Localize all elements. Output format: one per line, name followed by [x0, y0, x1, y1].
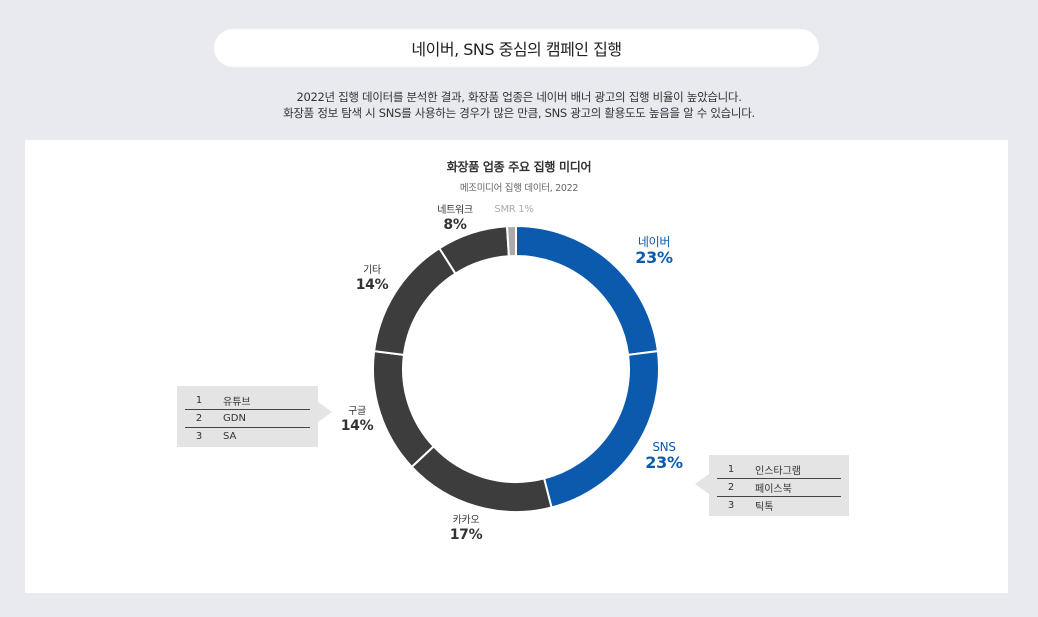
label-etc-name: 기타 [363, 265, 381, 276]
google-media-1: 유튜브 [223, 397, 251, 408]
google-media-3: SA [223, 431, 237, 442]
label-naver: 네이버 23% [622, 235, 686, 267]
sns-media-3: 틱톡 [755, 502, 774, 513]
google-media-2: GDN [223, 413, 246, 424]
chart-title: 화장품 업종 주요 집행 미디어 [446, 160, 592, 174]
sns-rank-1: 1 [727, 464, 735, 475]
label-sns: SNS 23% [632, 440, 696, 472]
label-google: 구글 14% [325, 405, 389, 435]
google-detail-box: 1 유튜브 2 GDN 3 SA [177, 386, 318, 447]
description-line-2: 화장품 정보 탐색 시 SNS를 사용하는 경우가 많은 만큼, SNS 광고의… [283, 106, 755, 120]
label-etc: 기타 14% [340, 264, 404, 294]
label-network-name: 네트워크 [437, 205, 473, 216]
description-line-1: 2022년 집행 데이터를 분석한 결과, 화장품 업종은 네이버 배너 광고의… [296, 90, 742, 104]
google-rank-2: 2 [195, 413, 203, 424]
label-kakao: 카카오 17% [434, 514, 498, 544]
sns-rank-3: 3 [727, 500, 735, 511]
sns-media-2: 페이스북 [755, 484, 792, 495]
slice-smr [505, 224, 517, 258]
label-sns-name: SNS [652, 440, 676, 454]
chart-card [25, 140, 1008, 593]
chart-subtitle: 메조미디어 집행 데이터, 2022 [459, 183, 579, 194]
sns-row-1: 1 인스타그램 [717, 461, 841, 479]
page-title: 네이버, SNS 중심의 캠페인 집행 [214, 29, 819, 67]
page-description: 2022년 집행 데이터를 분석한 결과, 화장품 업종은 네이버 배너 광고의… [0, 89, 1038, 121]
google-box-pointer [318, 402, 332, 422]
sns-box-pointer [695, 474, 709, 494]
google-row-3: 3 SA [185, 428, 310, 445]
label-sns-value: 23% [645, 453, 683, 472]
sns-row-2: 2 페이스북 [717, 479, 841, 497]
google-rank-1: 1 [195, 395, 203, 406]
google-row-2: 2 GDN [185, 410, 310, 428]
page-title-text: 네이버, SNS 중심의 캠페인 집행 [411, 40, 622, 59]
label-etc-value: 14% [355, 277, 389, 293]
google-rank-3: 3 [195, 431, 203, 442]
label-kakao-value: 17% [449, 527, 483, 543]
slice-kakao [410, 444, 553, 513]
slice-sns [542, 349, 660, 509]
label-network: 네트워크 8% [423, 204, 487, 234]
sns-row-3: 3 틱톡 [717, 497, 841, 514]
sns-media-1: 인스타그램 [755, 466, 801, 477]
label-smr-name: SMR 1% [494, 204, 534, 215]
label-kakao-name: 카카오 [452, 515, 480, 526]
label-naver-name: 네이버 [637, 235, 671, 249]
sns-detail-box: 1 인스타그램 2 페이스북 3 틱톡 [709, 455, 849, 516]
label-google-value: 14% [340, 418, 374, 434]
sns-rank-2: 2 [727, 482, 735, 493]
label-naver-value: 23% [635, 248, 673, 267]
google-row-1: 1 유튜브 [185, 392, 310, 410]
label-google-name: 구글 [348, 406, 366, 417]
label-network-value: 8% [443, 217, 467, 233]
label-smr: SMR 1% [482, 203, 546, 216]
